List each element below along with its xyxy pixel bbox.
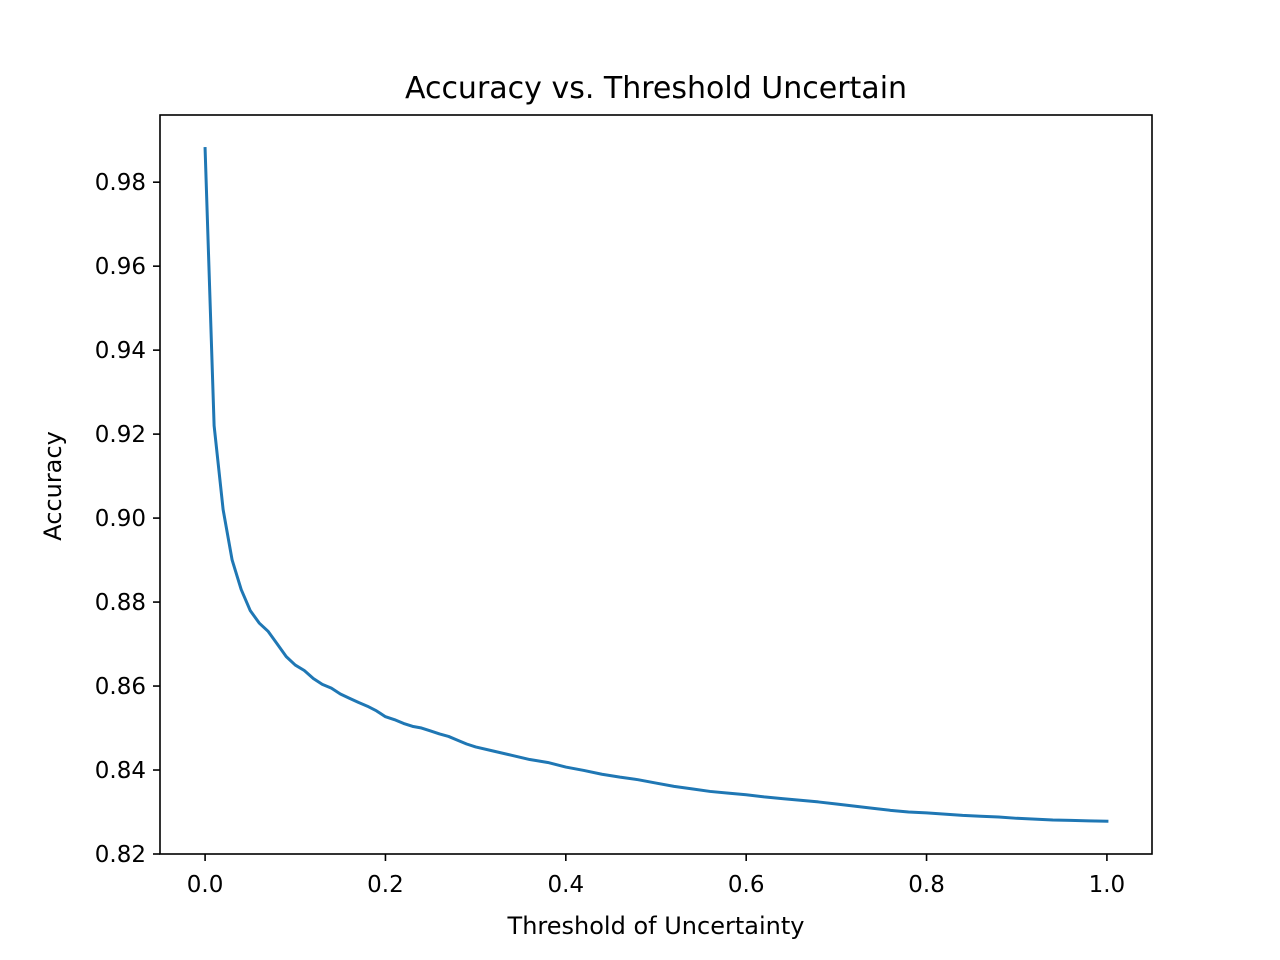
- series-line-0: [203, 147, 1109, 823]
- x-axis-label: Threshold of Uncertainty: [507, 912, 805, 940]
- y-tick-label: 0.86: [95, 674, 146, 700]
- y-tick-label: 0.92: [95, 422, 146, 448]
- axes-frame: [159, 114, 1153, 855]
- y-tick-label: 0.94: [95, 338, 146, 364]
- x-tick-label: 0.8: [908, 872, 945, 898]
- x-tick-label: 0.4: [548, 872, 585, 898]
- y-tick-label: 0.82: [95, 842, 146, 868]
- plot-area: [159, 114, 1153, 855]
- y-tick-label: 0.90: [95, 506, 146, 532]
- x-tick-label: 0.6: [728, 872, 765, 898]
- y-tick-label: 0.88: [95, 590, 146, 616]
- y-tick-label: 0.98: [95, 170, 146, 196]
- chart-title: Accuracy vs. Threshold Uncertain: [405, 71, 907, 106]
- x-axis: 0.0 0.2 0.4 0.6 0.8 1.0: [187, 854, 1125, 898]
- y-tick-label: 0.84: [95, 758, 146, 784]
- x-tick-label: 0.0: [187, 872, 224, 898]
- y-axis-label: Accuracy: [39, 431, 67, 541]
- y-axis: 0.82 0.84 0.86 0.88 0.90 0.92 0.94 0.96 0.98: [95, 170, 160, 868]
- x-tick-label: 0.2: [367, 872, 404, 898]
- y-tick-label: 0.96: [95, 254, 146, 280]
- x-tick-label: 1.0: [1089, 872, 1126, 898]
